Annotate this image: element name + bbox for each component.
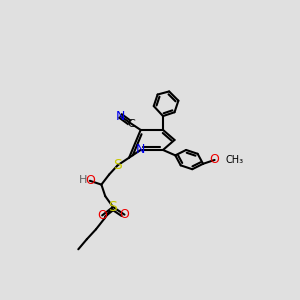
Text: C: C bbox=[128, 119, 135, 129]
Text: S: S bbox=[113, 158, 122, 172]
Text: H: H bbox=[79, 175, 87, 185]
Text: O: O bbox=[210, 154, 220, 166]
Text: CH₃: CH₃ bbox=[225, 155, 244, 165]
Text: O: O bbox=[85, 174, 95, 187]
Text: N: N bbox=[116, 110, 125, 123]
Text: O: O bbox=[97, 209, 107, 222]
Text: O: O bbox=[120, 208, 129, 221]
Text: S: S bbox=[109, 200, 117, 214]
Text: N: N bbox=[136, 143, 145, 157]
